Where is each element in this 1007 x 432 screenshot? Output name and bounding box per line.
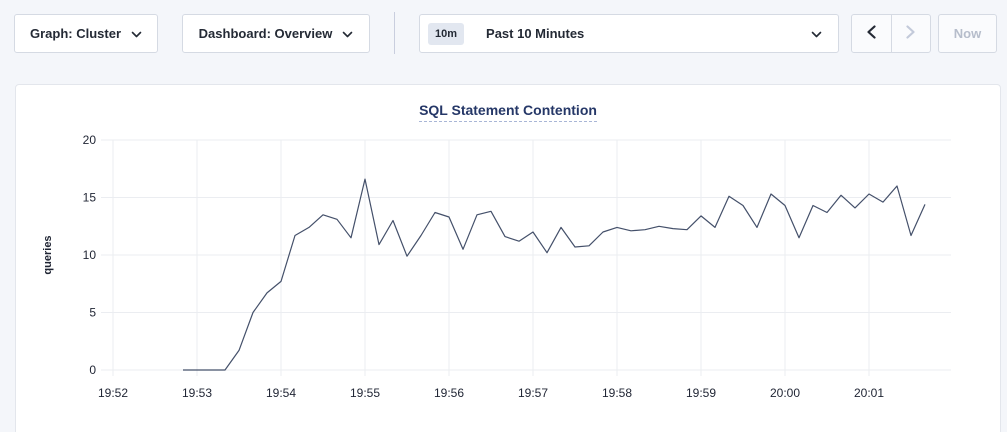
x-tick-label: 19:56 xyxy=(434,386,464,400)
sql-contention-chart: 0 5 10 15 20 19:52 19:53 19:54 19:55 19:56 19:57 19… xyxy=(42,133,951,400)
y-tick-label: 10 xyxy=(83,248,97,262)
time-range-nav-group xyxy=(851,14,931,53)
chevron-down-icon xyxy=(342,26,353,41)
y-tick-label: 20 xyxy=(83,133,97,147)
time-range-badge: 10m xyxy=(428,22,465,45)
chart-card: SQL Statement Contention 0 5 10 15 20 19:52 19… xyxy=(15,84,1001,432)
x-tick-label: 19:59 xyxy=(686,386,716,400)
y-tick-label: 15 xyxy=(83,191,97,205)
y-axis-label: queries xyxy=(42,235,54,274)
time-range-label: Past 10 Minutes xyxy=(486,26,585,41)
chevron-down-icon xyxy=(811,26,822,41)
x-tick-label: 19:54 xyxy=(266,386,296,400)
chart-line xyxy=(183,178,926,371)
x-tick-label: 20:00 xyxy=(770,386,800,400)
prev-range-button[interactable] xyxy=(852,15,892,52)
time-range-picker[interactable]: 10m Past 10 Minutes xyxy=(419,14,839,53)
chevron-left-icon xyxy=(867,25,876,42)
x-tick-label: 19:57 xyxy=(518,386,548,400)
graph-dropdown-label: Graph: Cluster xyxy=(29,26,121,41)
topbar-divider xyxy=(394,12,395,54)
next-range-button[interactable] xyxy=(892,15,931,52)
y-tick-label: 5 xyxy=(89,306,96,320)
chevron-down-icon xyxy=(131,26,142,41)
dashboard-dropdown[interactable]: Dashboard: Overview xyxy=(182,14,370,53)
graph-dropdown[interactable]: Graph: Cluster xyxy=(14,14,158,53)
x-tick-label: 19:53 xyxy=(182,386,212,400)
x-tick-label: 19:58 xyxy=(602,386,632,400)
dashboard-dropdown-label: Dashboard: Overview xyxy=(198,26,333,41)
chart-title-wrap: SQL Statement Contention xyxy=(16,102,1000,122)
now-button[interactable]: Now xyxy=(938,14,997,53)
chart-title[interactable]: SQL Statement Contention xyxy=(419,102,597,122)
x-tick-label: 19:55 xyxy=(350,386,380,400)
chevron-right-icon xyxy=(906,25,915,42)
y-tick-label: 0 xyxy=(89,363,96,377)
x-tick-label: 20:01 xyxy=(854,386,884,400)
x-tick-label: 19:52 xyxy=(98,386,128,400)
